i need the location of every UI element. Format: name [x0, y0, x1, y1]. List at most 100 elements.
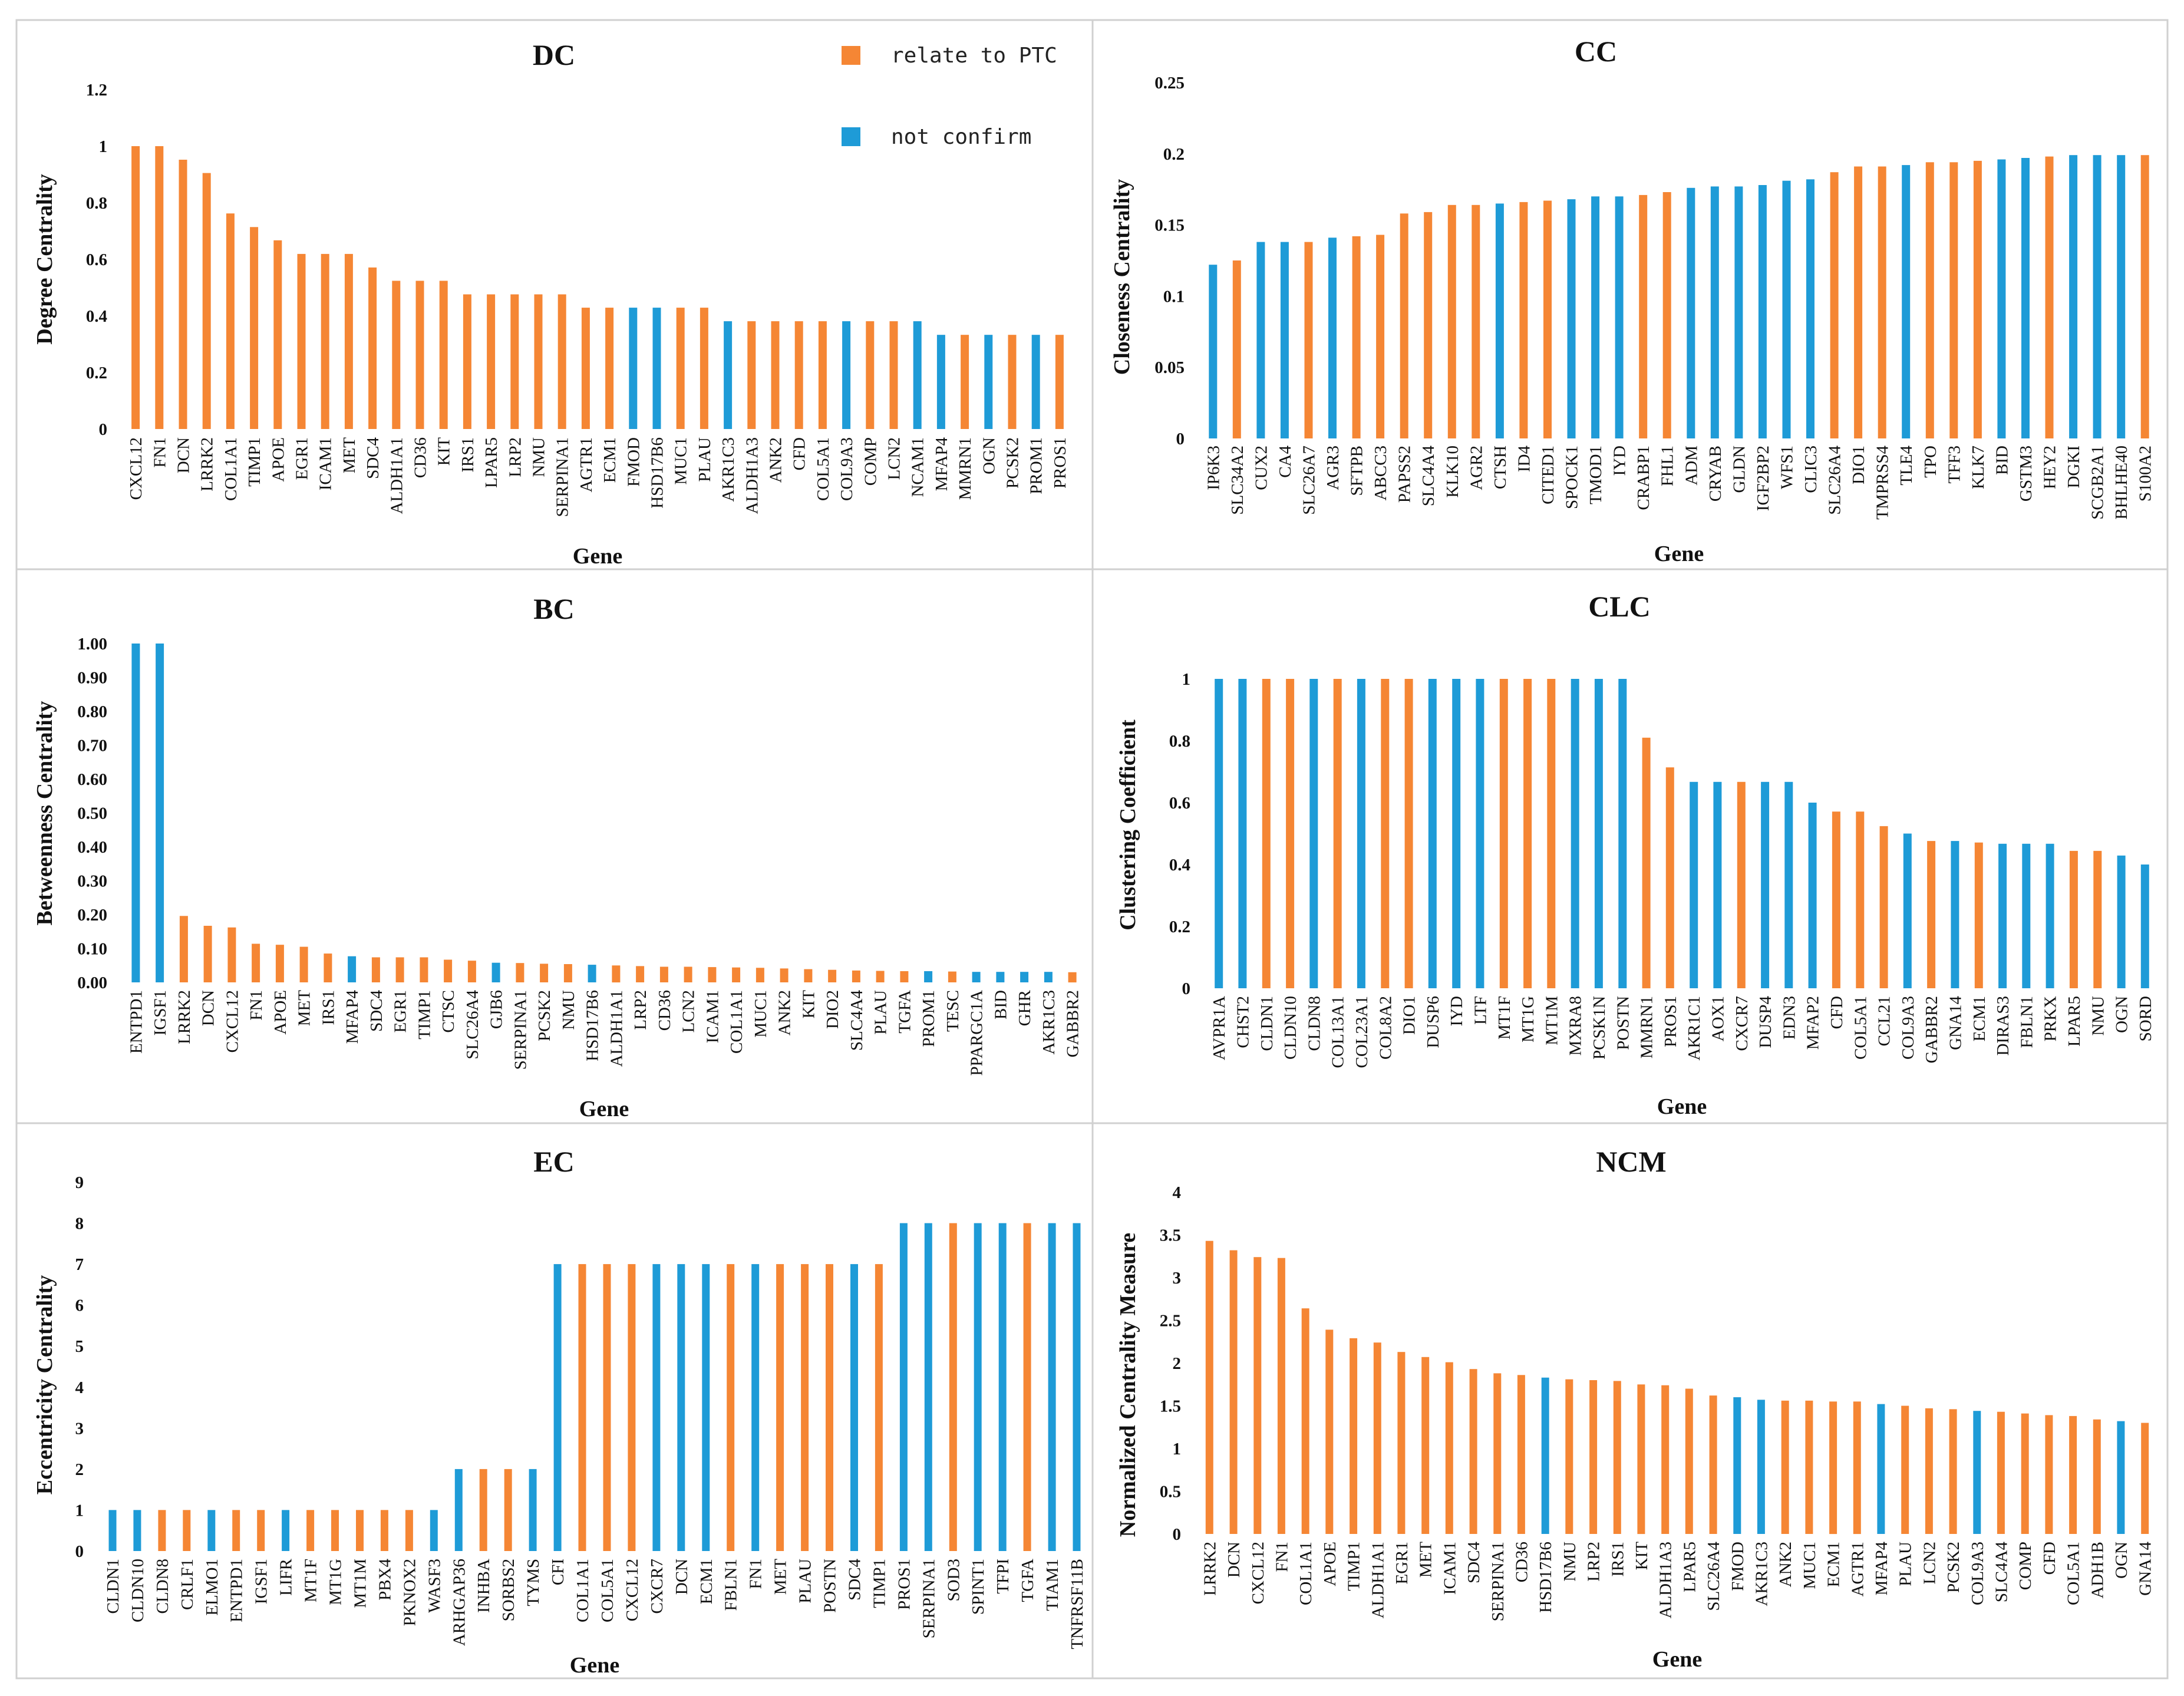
bar-col8a2	[1381, 679, 1390, 988]
bar-mt1g	[1523, 679, 1532, 988]
category-label: ECM1	[697, 1559, 716, 1604]
bar-gna14	[1951, 841, 1959, 988]
category-label: DUSP4	[1756, 996, 1775, 1048]
y-axis-label: Eccentricity Centrality	[32, 1275, 57, 1494]
bar-apoe	[275, 945, 284, 982]
category-label: CD36	[655, 990, 674, 1031]
bar-bid	[996, 972, 1005, 982]
y-tick-label: 0.2	[1169, 918, 1190, 936]
legend-swatch-not-confirm	[842, 127, 860, 146]
category-label: TMPRSS4	[1873, 446, 1892, 520]
bar-cux2	[1256, 242, 1265, 438]
category-label: CLDN1	[1258, 996, 1276, 1051]
bar-met	[344, 253, 353, 429]
y-tick-label: 0.90	[77, 669, 107, 688]
category-label: APOE	[269, 437, 288, 482]
bar-tnfrsf11b	[1073, 1223, 1081, 1551]
category-label: TFPI	[994, 1559, 1012, 1594]
y-tick-label: 0.4	[86, 307, 107, 326]
bar-lrp2	[636, 966, 645, 982]
bar-avpr1a	[1215, 679, 1223, 988]
bar-met	[1421, 1357, 1430, 1534]
bar-lrrk2	[202, 173, 211, 429]
y-axis-label: Closeness Centrality	[1110, 179, 1134, 375]
y-tick-label: 0.60	[77, 770, 107, 789]
bar-sorbs2	[504, 1469, 512, 1551]
category-label: CLDN8	[1305, 996, 1324, 1051]
bar-adm	[1687, 187, 1695, 438]
bar-timp1	[250, 227, 259, 429]
bar-fn1	[155, 146, 164, 429]
category-label: BHLHE40	[2112, 446, 2131, 520]
y-tick-label: 2	[1173, 1354, 1182, 1373]
bar-bhlhe40	[2117, 155, 2126, 438]
bar-cd36	[415, 281, 424, 429]
y-tick-label: 0.15	[1154, 216, 1185, 235]
category-label: CXCL12	[623, 1559, 642, 1621]
bar-mt1f	[1499, 679, 1508, 988]
category-label: COL13A1	[1329, 996, 1348, 1068]
y-tick-label: 0.2	[86, 364, 107, 382]
bar-lpar5	[2069, 850, 2078, 988]
category-label: PAPSS2	[1395, 446, 1414, 503]
y-axis-label: Normalized Centrality Measure	[1116, 1233, 1140, 1537]
category-label: LCN2	[885, 437, 904, 480]
category-label: PROS1	[1661, 996, 1680, 1047]
bar-ltf	[1476, 679, 1484, 988]
bar-entpd1	[232, 1510, 240, 1551]
category-label: AKR1C3	[1040, 990, 1058, 1055]
category-label: SERPINA1	[511, 990, 530, 1070]
bar-s100a2	[2140, 155, 2149, 438]
bar-postn	[826, 1264, 833, 1551]
category-label: CLDN8	[153, 1559, 172, 1613]
y-tick-label: 0.6	[1169, 794, 1190, 813]
bar-muc1	[756, 968, 764, 982]
category-label: KLK7	[1969, 446, 1988, 489]
category-label: FMOD	[1728, 1542, 1747, 1591]
bar-ogn	[2117, 855, 2126, 988]
category-label: SDC4	[1464, 1542, 1483, 1583]
chart-title: DC	[533, 38, 575, 71]
category-label: LPAR5	[2065, 996, 2084, 1047]
bar-ecm1	[1829, 1401, 1837, 1535]
category-label: DCN	[672, 1559, 691, 1595]
bar-ecm1	[702, 1264, 710, 1551]
category-label: MUC1	[1800, 1542, 1819, 1589]
y-tick-label: 0.05	[1154, 358, 1185, 377]
category-label: TPO	[1921, 446, 1940, 478]
category-label: ALDH1A3	[743, 437, 761, 514]
category-label: NMU	[2089, 996, 2107, 1036]
chart-clc: CLC Clustering Coefficient Gene 0 0.2 0.4 0.6 0…	[1091, 568, 2169, 1124]
category-label: LPAR5	[1680, 1542, 1699, 1592]
category-label: GSTM3	[2017, 446, 2035, 501]
category-label: FN1	[747, 1559, 766, 1589]
y-tick-label: 0.8	[1169, 732, 1190, 751]
bar-ogn	[984, 335, 993, 429]
y-tick-label: 2.5	[1160, 1312, 1181, 1331]
y-tick-label: 0	[1182, 979, 1191, 998]
bar-aldh1a3	[747, 321, 756, 429]
category-label: SLC26A4	[1704, 1542, 1723, 1611]
bar-col1a1	[226, 213, 235, 429]
category-label: GHR	[1015, 989, 1034, 1026]
bar-sdc4	[1469, 1369, 1477, 1534]
bar-agr2	[1472, 204, 1480, 438]
category-label: SLC34A2	[1228, 446, 1247, 515]
bar-iyd	[1615, 196, 1624, 438]
bar-pbx4	[380, 1510, 388, 1551]
bar-ank2	[780, 968, 789, 982]
bar-aldh1a1	[612, 965, 621, 983]
bar-gna14	[2141, 1423, 2149, 1534]
category-label: GABBR2	[1064, 990, 1083, 1057]
bar-pros1	[899, 1223, 908, 1551]
bar-bid	[1997, 159, 2006, 438]
category-label: WFS1	[1778, 446, 1797, 489]
chart-ec: EC Eccentricity Centrality Gene 0 1 2 3 4 5 6 7 8 9 C…	[15, 1122, 1094, 1679]
bar-lifr	[282, 1510, 290, 1551]
bar-dio2	[828, 969, 837, 982]
category-label: SCGB2A1	[2089, 446, 2107, 520]
bar-prom1	[1031, 335, 1040, 429]
category-label: PRKX	[2041, 996, 2060, 1041]
category-label: SLC4A4	[1419, 446, 1438, 507]
chart-title: EC	[533, 1145, 574, 1178]
